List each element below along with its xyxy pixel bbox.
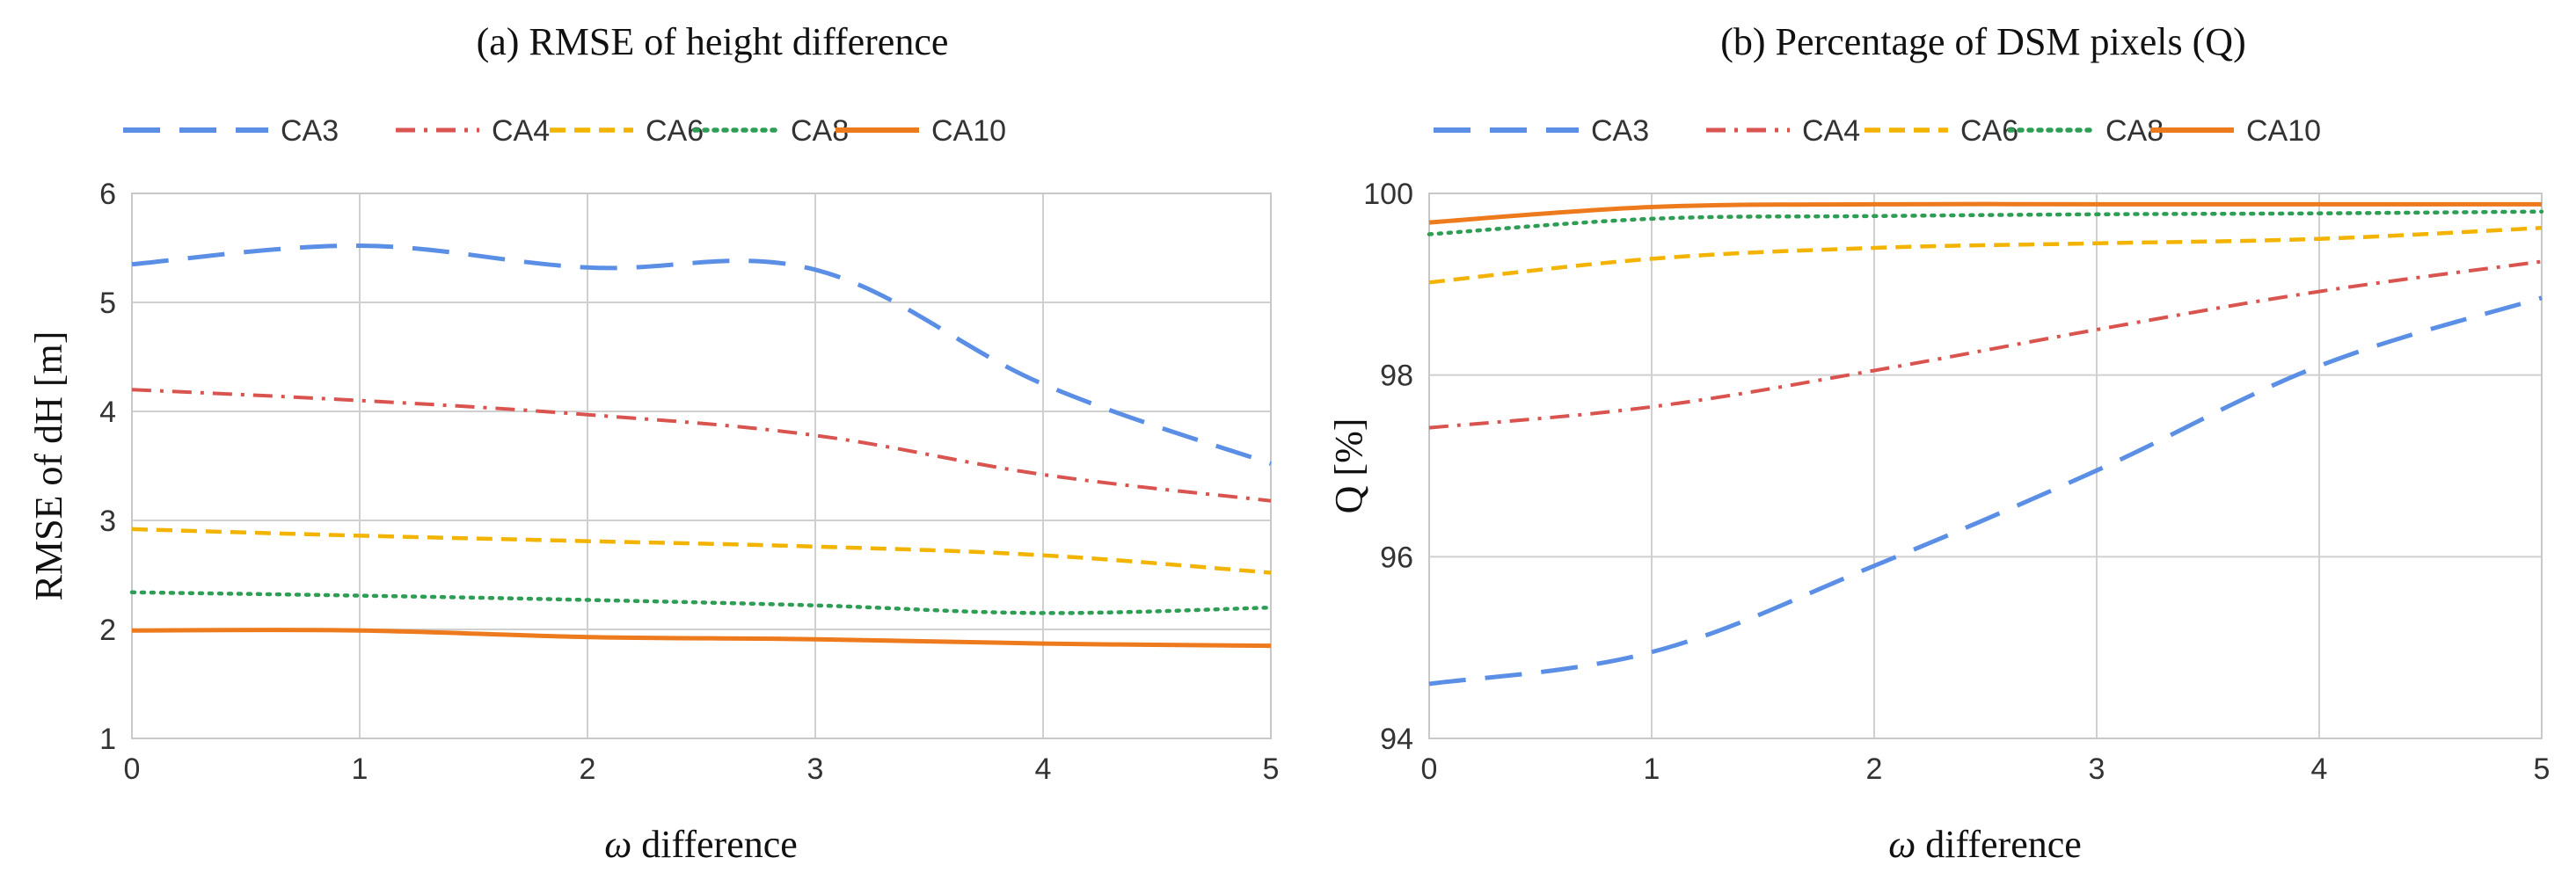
chart-b-title: (b) Percentage of DSM pixels (Q) (1720, 20, 2246, 63)
chart-b-x-tick-label: 0 (1421, 752, 1438, 786)
chart-a-x-axis-text: difference (631, 823, 798, 866)
chart-a-legend-label-ca10: CA10 (931, 114, 1006, 148)
chart-b-series-line-ca4 (1428, 259, 2543, 430)
chart-a-series (129, 243, 1273, 649)
chart-a-x-tick-label: 4 (1035, 752, 1052, 786)
chart-b-x-tick-label: 5 (2534, 752, 2550, 786)
chart-a-legend: CA3 CA4 CA6 CA8 CA10 (123, 114, 1006, 148)
chart-a-plot-frame (131, 193, 1272, 739)
chart-b-y-axis-title: Q [%] (1327, 418, 1370, 514)
chart-a-x-tick-label: 2 (580, 752, 596, 786)
chart-b-series (1427, 201, 2544, 687)
chart-a-y-tick-label: 3 (99, 505, 116, 538)
chart-a-x-tick-label: 0 (124, 752, 141, 786)
chart-a-series-line-ca3 (131, 243, 1272, 466)
chart-b-series-line-ca10 (1428, 201, 2542, 225)
chart-b-series-line-ca3 (1428, 295, 2543, 687)
chart-a-y-tick-label: 2 (99, 614, 116, 647)
chart-a-legend-label-ca3: CA3 (281, 114, 339, 148)
chart-b-legend-label-ca3: CA3 (1591, 114, 1649, 148)
chart-b-y-ticks: 94 96 98 100 (1363, 178, 1413, 756)
chart-b-y-tick-label: 96 (1380, 541, 1413, 574)
chart-a-x-axis-symbol: ω (604, 823, 631, 866)
chart-b-legend-label-ca10: CA10 (2246, 114, 2321, 148)
chart-b-x-tick-label: 3 (2089, 752, 2105, 786)
chart-b-x-tick-label: 2 (1866, 752, 1883, 786)
chart-a-x-tick-label: 5 (1263, 752, 1280, 786)
chart-a-y-ticks: 1 2 3 4 5 6 (99, 178, 116, 756)
chart-b-x-tick-label: 4 (2311, 752, 2328, 786)
chart-b-x-axis-symbol: ω (1888, 823, 1916, 866)
chart-b-y-tick-label: 94 (1380, 723, 1413, 756)
chart-a-y-axis-title: RMSE of dH [m] (27, 331, 70, 601)
chart-b-series-line-ca8 (1427, 209, 2544, 236)
chart-a-y-tick-label: 4 (99, 396, 116, 429)
chart-b-legend: CA3 CA4 CA6 CA8 CA10 (1434, 114, 2321, 148)
chart-a-gridlines (131, 193, 1272, 739)
chart-a: (a) RMSE of height difference CA3 CA4 CA6 C… (27, 20, 1279, 866)
chart-b-plot-frame (1428, 193, 2543, 739)
chart-b-legend-label-ca4: CA4 (1802, 114, 1860, 148)
chart-a-series-line-ca10 (131, 628, 1272, 649)
chart-b-series-line-ca6 (1428, 226, 2543, 285)
chart-a-x-tick-label: 1 (352, 752, 369, 786)
chart-b-x-tick-label: 1 (1644, 752, 1660, 786)
chart-a-title: (a) RMSE of height difference (477, 20, 949, 63)
chart-b-y-tick-label: 100 (1363, 178, 1413, 211)
chart-b-gridlines (1428, 193, 2543, 739)
chart-b-y-tick-label: 98 (1380, 360, 1413, 393)
chart-a-y-tick-label: 1 (99, 723, 116, 756)
chart-a-series-line-ca8 (129, 590, 1273, 615)
chart-b-x-axis-text: difference (1916, 823, 2082, 866)
chart-a-series-line-ca4 (131, 388, 1272, 503)
chart-a-series-line-ca6 (131, 527, 1272, 575)
chart-b-x-axis-title: ω difference (1888, 823, 2082, 866)
chart-a-y-tick-label: 5 (99, 287, 116, 320)
chart-b: (b) Percentage of DSM pixels (Q) CA3 CA4 C… (1327, 20, 2550, 866)
chart-a-x-ticks: 0 1 2 3 4 5 (124, 752, 1280, 786)
chart-a-y-tick-label: 6 (99, 178, 116, 211)
chart-b-x-ticks: 0 1 2 3 4 5 (1421, 752, 2550, 786)
chart-a-x-tick-label: 3 (807, 752, 824, 786)
chart-a-legend-label-ca4: CA4 (492, 114, 550, 148)
chart-a-x-axis-title: ω difference (604, 823, 798, 866)
